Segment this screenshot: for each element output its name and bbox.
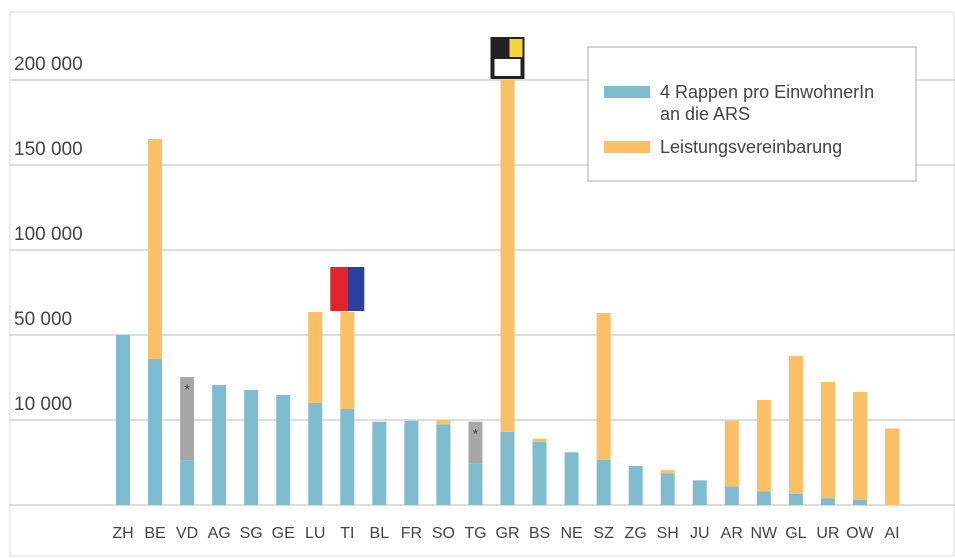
bar-segment: [692, 480, 707, 505]
bar-segment: [404, 420, 419, 505]
legend-swatch: [604, 86, 650, 98]
bar-segment: [148, 138, 163, 360]
bar-segment: [852, 499, 867, 505]
emblem: [509, 39, 523, 57]
bar-segment: [436, 424, 451, 505]
bar-segment: [180, 377, 195, 461]
bar-segment: [852, 391, 867, 500]
x-tick-label: FR: [401, 525, 422, 542]
bar-segment: [276, 394, 291, 505]
x-tick-label: GL: [785, 525, 806, 542]
x-tick-label: TG: [464, 525, 486, 542]
bar-segment: [436, 420, 451, 425]
x-tick-label: ZH: [112, 525, 133, 542]
legend-label: 4 Rappen pro EinwohnerIn an die ARS: [660, 82, 874, 124]
x-tick-label: AR: [721, 525, 743, 542]
x-tick-label: GE: [272, 525, 295, 542]
y-tick-label: 150 000: [14, 139, 83, 160]
bar-segment: [660, 473, 675, 505]
bar-segment: [660, 470, 675, 474]
legend-swatch: [604, 141, 650, 153]
x-tick-label: SH: [657, 525, 679, 542]
bar-segment: [500, 431, 515, 505]
x-tick-label: NW: [751, 525, 779, 542]
x-tick-label: VD: [176, 525, 198, 542]
x-tick-label: TI: [340, 525, 354, 542]
bar-segment: [756, 400, 771, 492]
bar-segment: [788, 356, 803, 494]
legend: 4 Rappen pro EinwohnerIn an die ARS Leistu…: [587, 46, 917, 182]
bar-segment: [820, 381, 835, 499]
x-tick-label: SO: [432, 525, 455, 542]
x-tick-label: ZG: [625, 525, 647, 542]
bar-segment: [885, 428, 899, 505]
bar-segment: [244, 390, 259, 505]
y-tick-label: 50 000: [14, 309, 72, 330]
y-tick-label: 100 000: [14, 224, 83, 245]
bar-segment: [564, 452, 579, 505]
x-tick-label: BL: [370, 525, 390, 542]
bar-segment: [340, 312, 355, 409]
x-tick-label: BE: [144, 525, 165, 542]
x-tick-label: GR: [496, 525, 520, 542]
bar-segment: [596, 313, 611, 460]
bar-segment: [724, 420, 739, 487]
bar-segment: [628, 465, 643, 505]
emblem: [330, 267, 348, 311]
bar-segment: [468, 463, 483, 505]
plot-frame: [9, 11, 955, 557]
bar-segment: [308, 403, 323, 505]
emblem: [347, 267, 365, 311]
bar-segment: [788, 493, 803, 505]
x-tick-label: NE: [560, 525, 582, 542]
x-tick-label: SG: [240, 525, 263, 542]
bar-segment: [148, 359, 163, 505]
bar-segment: [212, 384, 227, 505]
bar-segment: [308, 312, 323, 403]
bar-segment: [468, 421, 483, 464]
bar-segment: [180, 460, 195, 505]
x-tick-label: LU: [305, 525, 325, 542]
emblem: [494, 59, 521, 76]
x-tick-label: AI: [884, 525, 899, 542]
bar-segment: [756, 491, 771, 505]
bar-segment: [532, 442, 547, 505]
x-tick-label: SZ: [593, 525, 614, 542]
x-tick-label: BS: [529, 525, 550, 542]
y-tick-label: 200 000: [14, 54, 83, 75]
legend-label: Leistungsvereinbarung: [660, 137, 842, 157]
annotation: *: [473, 426, 479, 442]
bar-segment: [116, 335, 130, 505]
annotation: *: [184, 381, 190, 397]
bar-segment: [340, 408, 355, 505]
bar-segment: [532, 438, 547, 443]
bar-segment: [372, 421, 387, 505]
x-tick-label: OW: [846, 525, 874, 542]
bar-segment: [724, 486, 739, 505]
y-tick-label: 10 000: [14, 394, 72, 415]
legend-box: [587, 46, 917, 182]
x-tick-label: UR: [816, 525, 839, 542]
bar-segment: [596, 459, 611, 505]
x-tick-label: JU: [690, 525, 710, 542]
x-tick-label: AG: [208, 525, 231, 542]
bar-segment: [500, 80, 515, 432]
bar-segment: [820, 498, 835, 505]
